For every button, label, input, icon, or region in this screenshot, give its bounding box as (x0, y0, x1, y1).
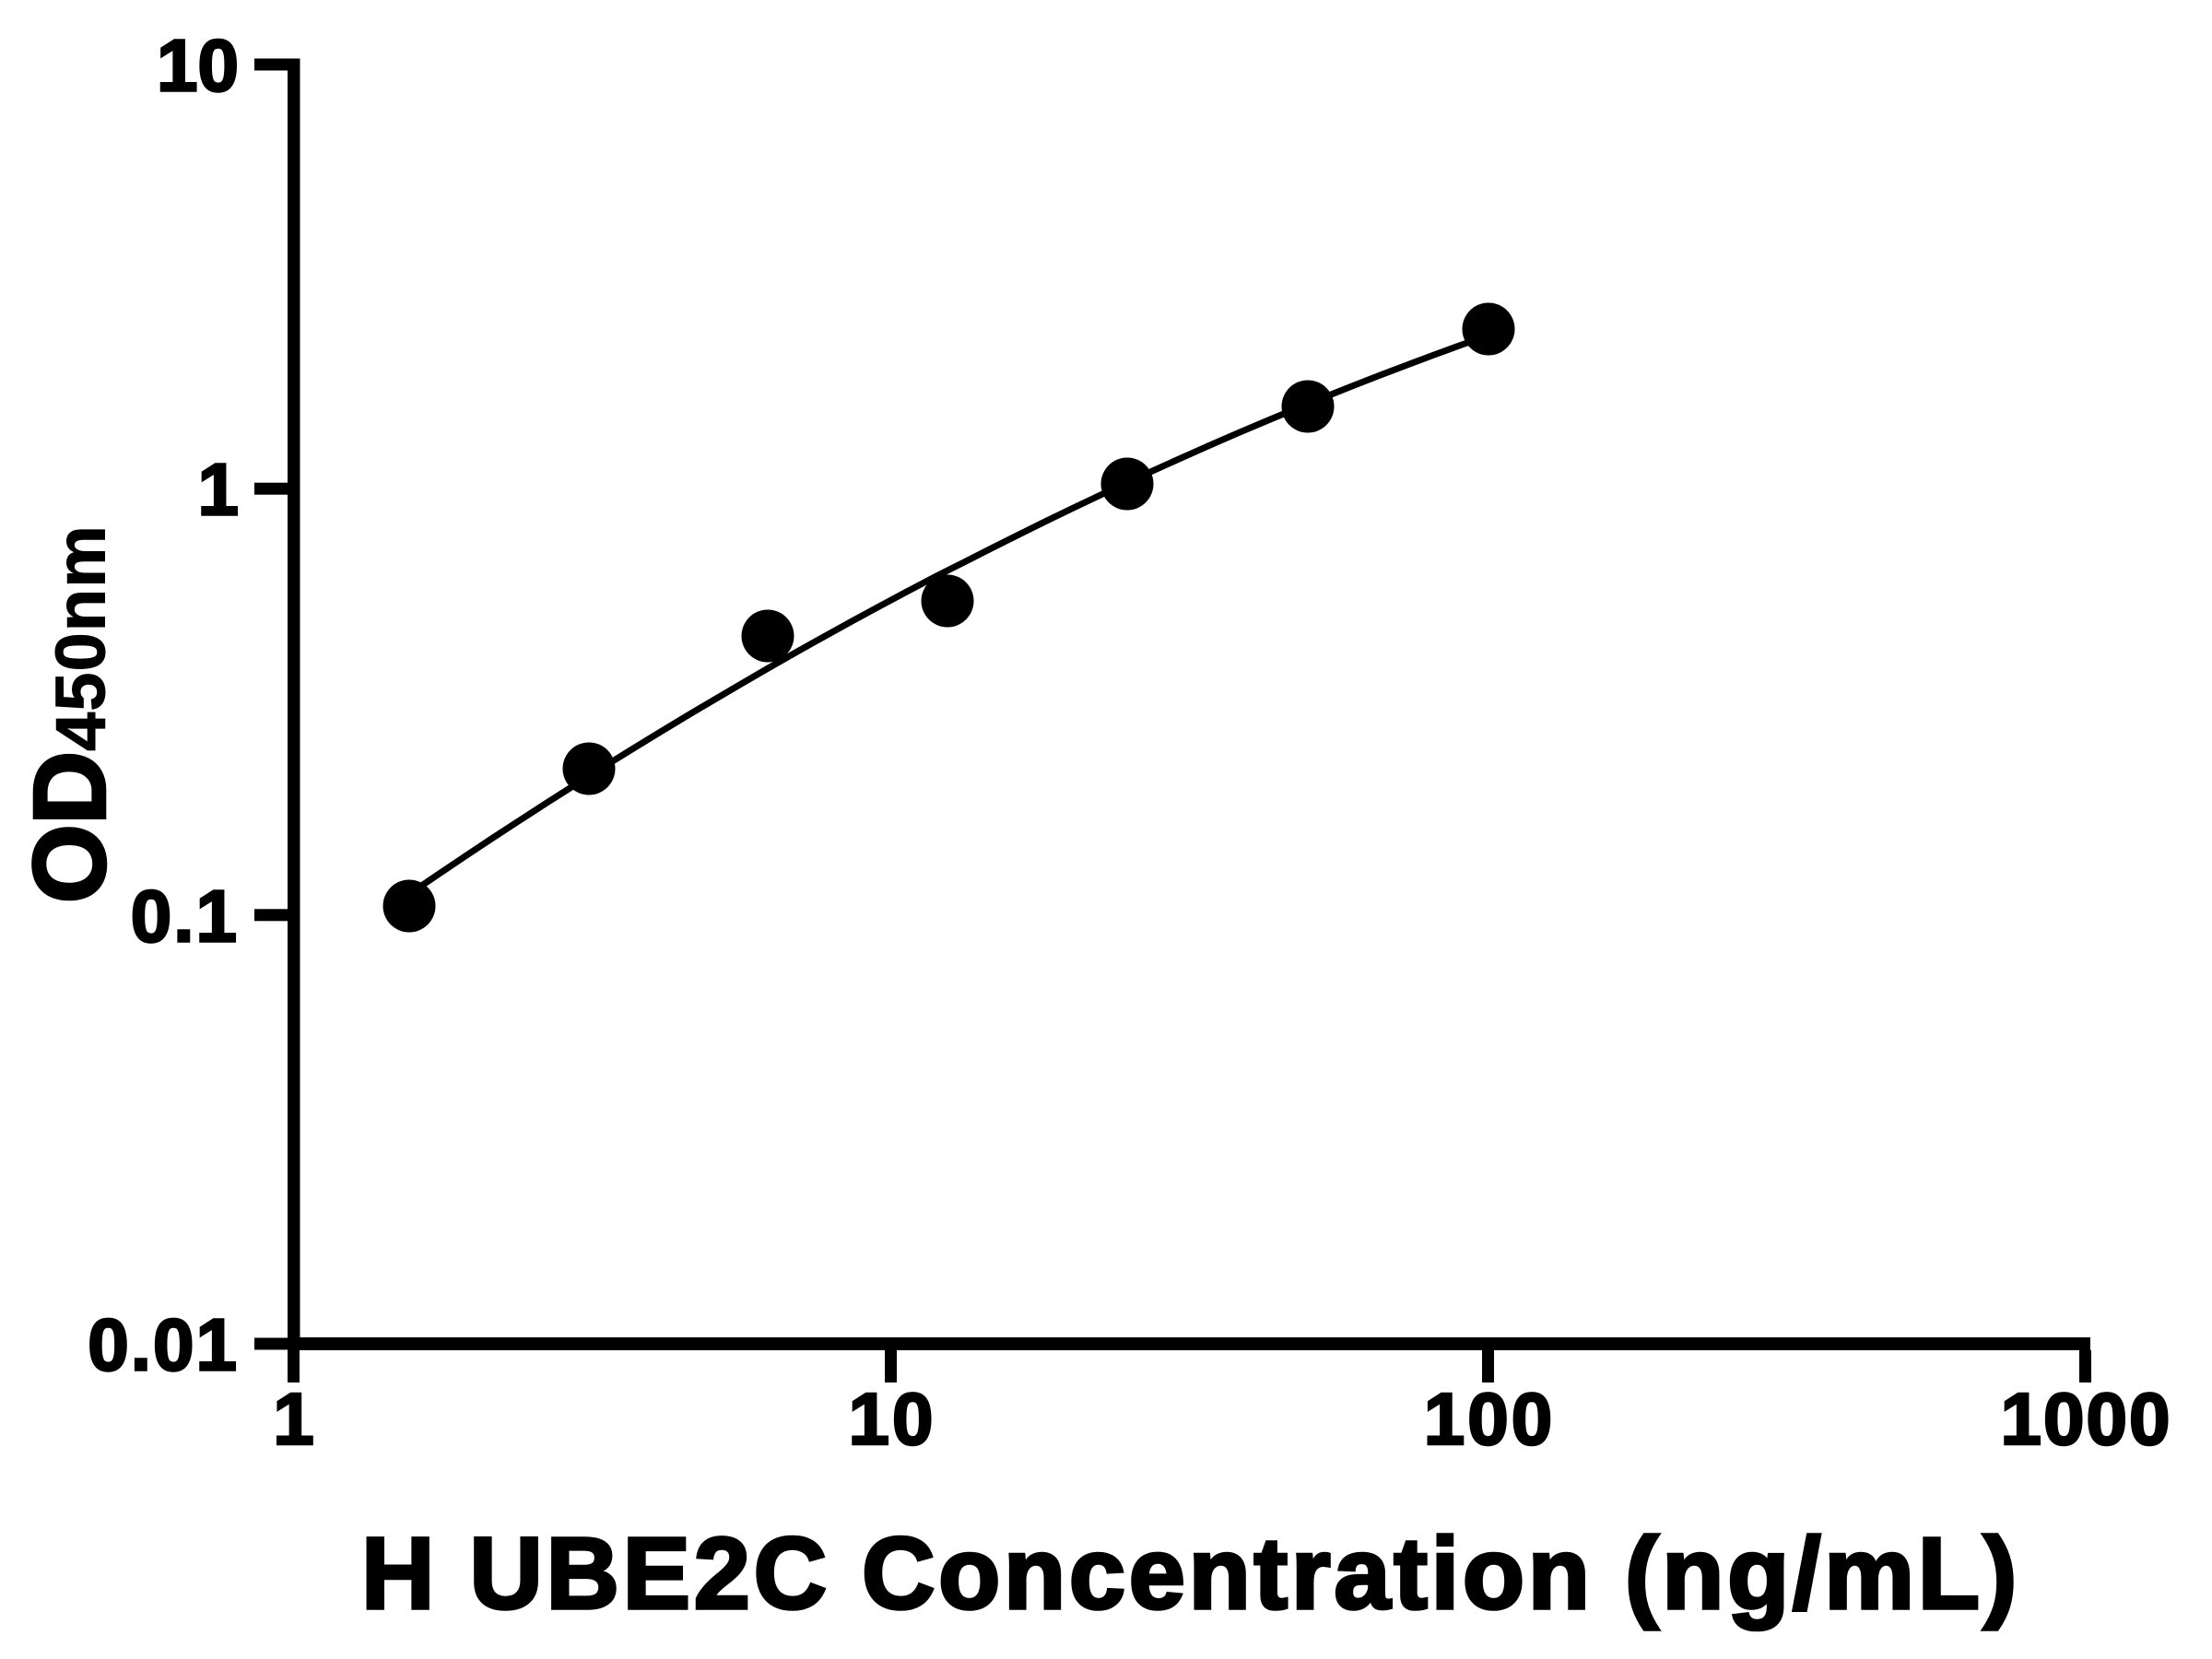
svg-text:10: 10 (157, 25, 239, 107)
svg-text:H UBE2C Concentration (ng/mL): H UBE2C Concentration (ng/mL) (361, 1517, 2020, 1630)
svg-text:0.1: 0.1 (131, 875, 239, 957)
svg-text:10: 10 (849, 1378, 936, 1460)
svg-text:100: 100 (1424, 1378, 1555, 1460)
svg-text:1000: 1000 (2001, 1378, 2172, 1460)
svg-text:1: 1 (273, 1378, 314, 1460)
svg-text:1: 1 (198, 449, 240, 531)
svg-text:0.01: 0.01 (88, 1304, 239, 1386)
